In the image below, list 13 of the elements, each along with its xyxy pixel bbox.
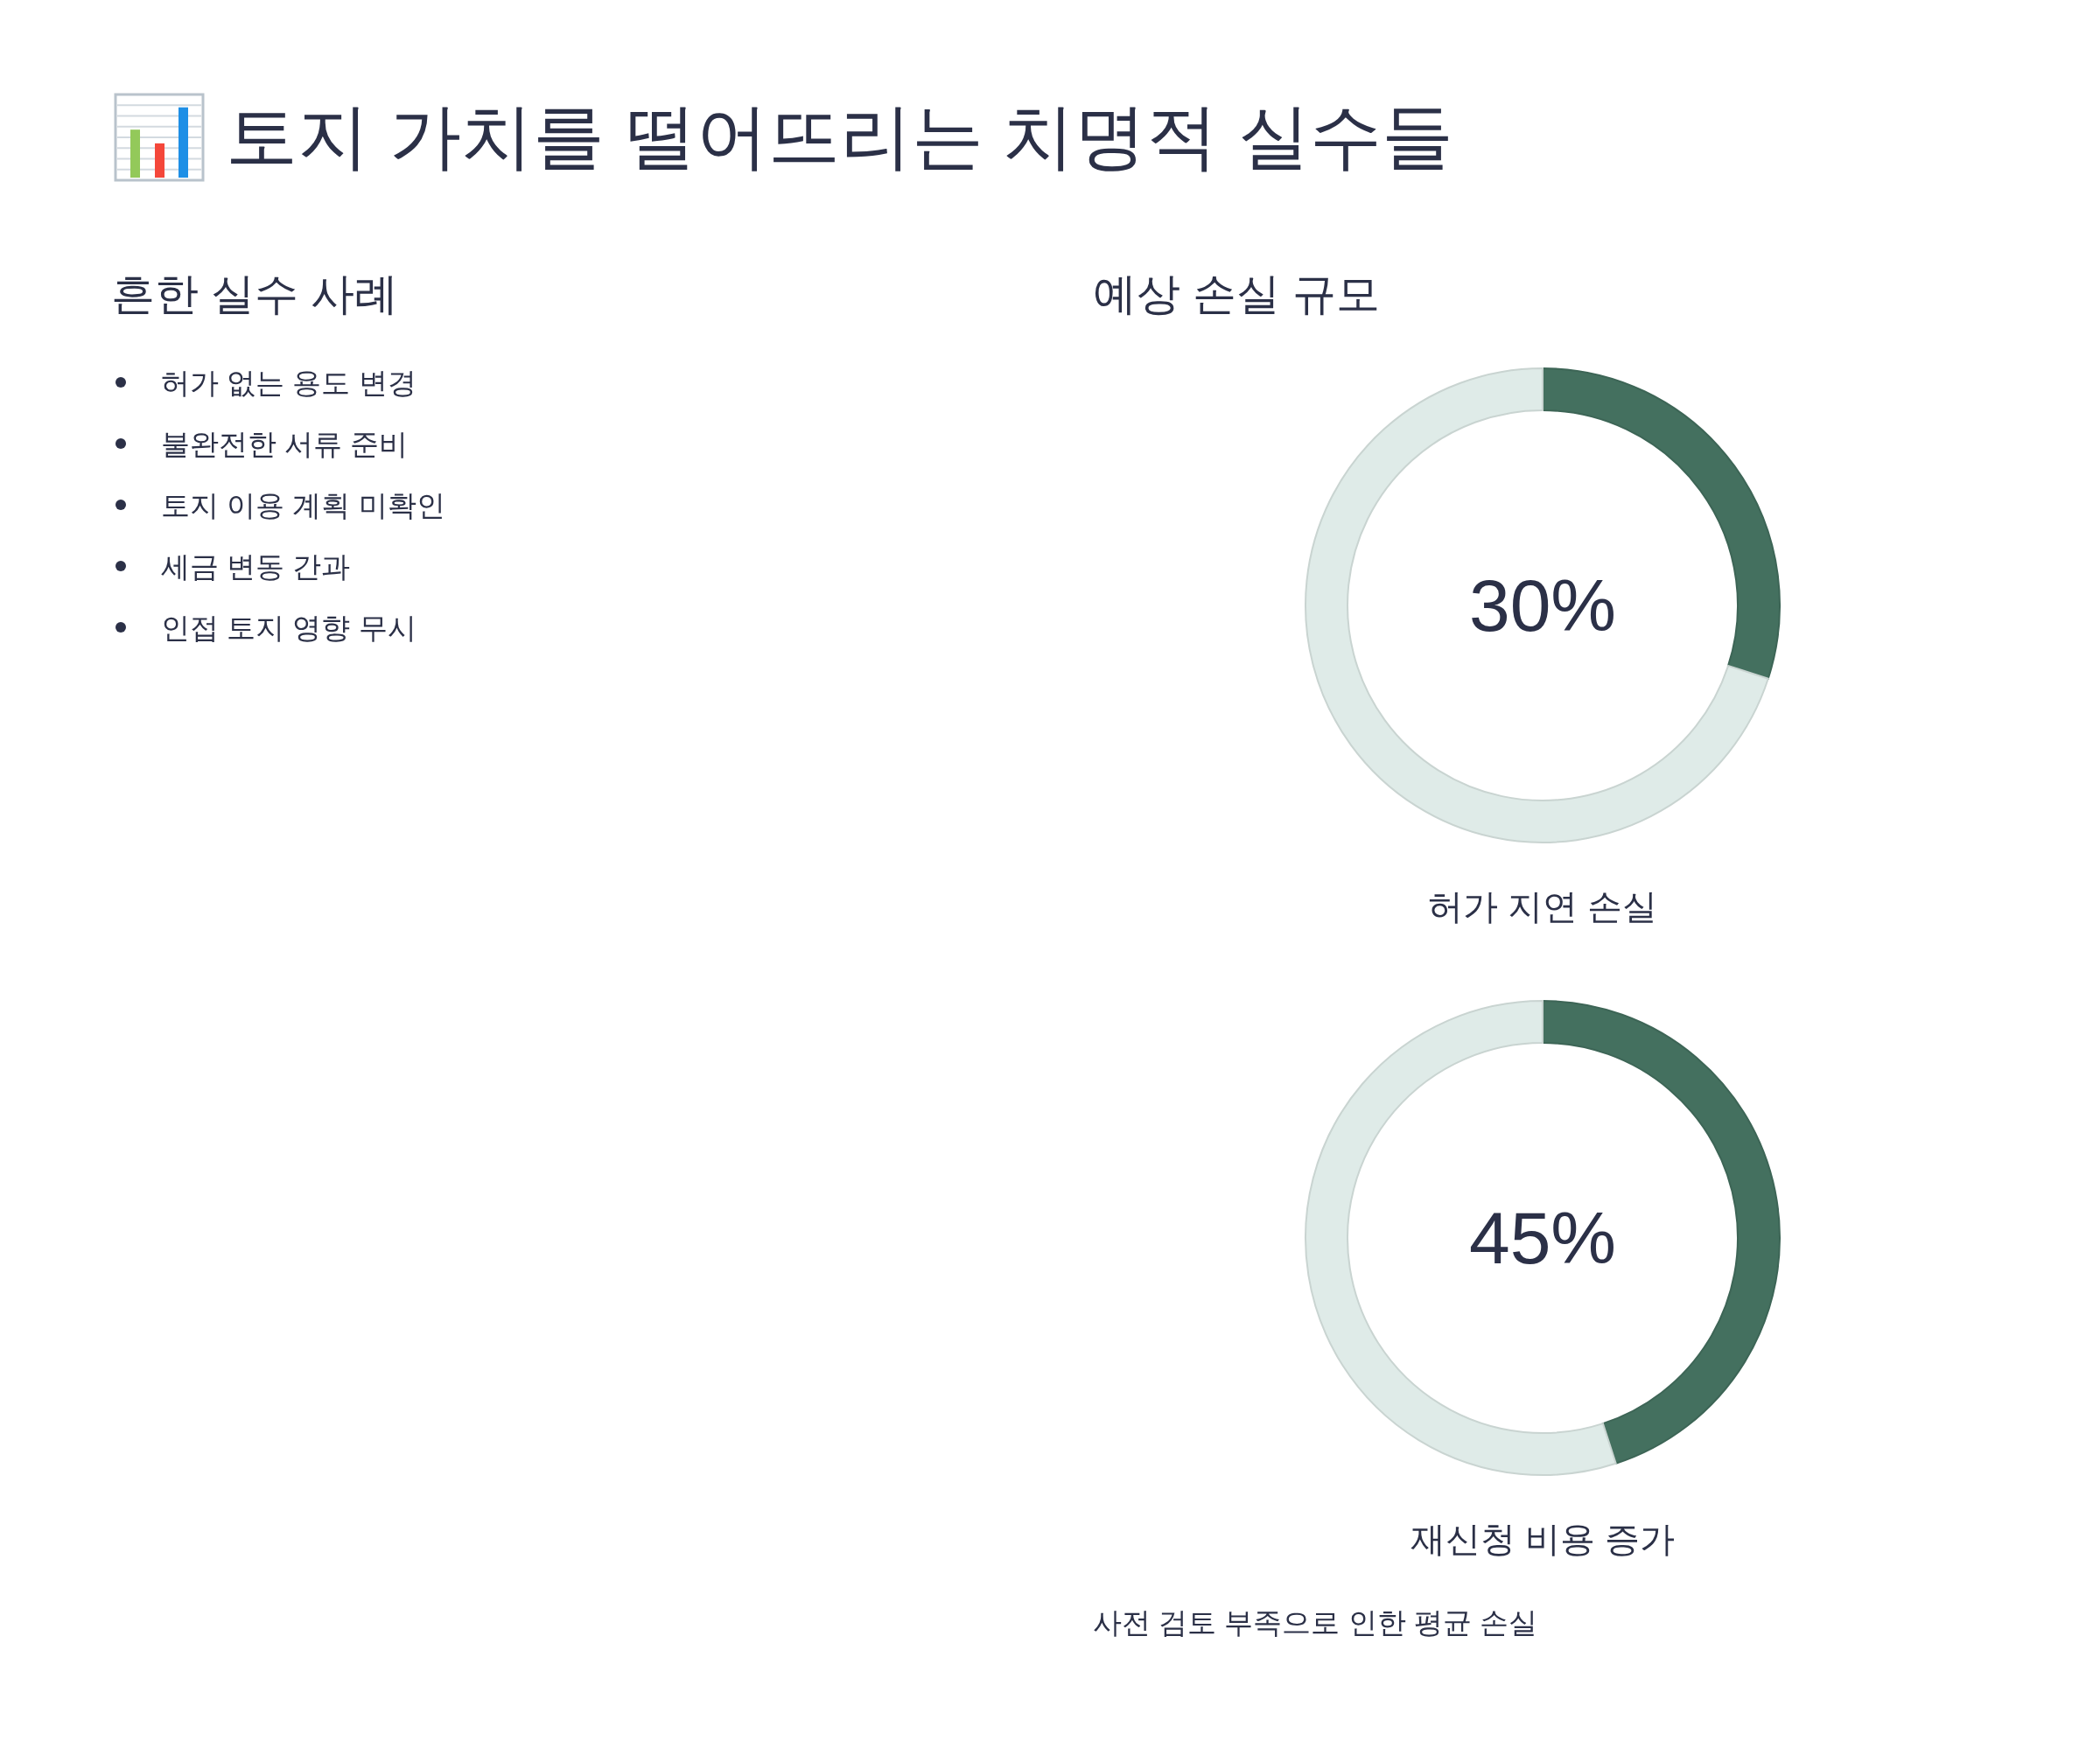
- text: 허가 지연 손실: [1427, 887, 1658, 926]
- text: 불완전한 서류 준비: [161, 427, 409, 460]
- text: 흔한 실수 사례: [111, 269, 398, 318]
- text: 30%: [1468, 564, 1617, 647]
- text: 45%: [1468, 1197, 1617, 1279]
- chart-title: 예상 손실 규모: [1093, 269, 1380, 318]
- text: 토지 이용 계획 미확인: [161, 488, 445, 521]
- text: 사전 검토 부족으로 인한 평균 손실: [1093, 1605, 1537, 1639]
- text: 인접 토지 영향 무시: [161, 611, 416, 644]
- text: 토지 가치를 떨어뜨리는 치명적 실수들: [226, 95, 1454, 176]
- text: 허가 없는 용도 변경: [161, 366, 416, 399]
- text: 재신청 비용 증가: [1410, 1520, 1676, 1558]
- text: 세금 변동 간과: [161, 549, 351, 583]
